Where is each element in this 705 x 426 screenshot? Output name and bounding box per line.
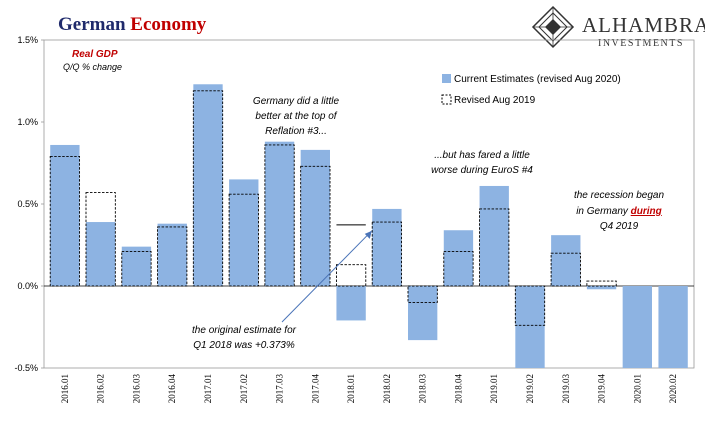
title-part-economy: Economy (130, 14, 207, 35)
bar-revised (264, 144, 295, 287)
x-tick-label: 2017.01 (203, 374, 213, 403)
bar-current (622, 286, 653, 368)
bar-current (372, 208, 402, 286)
bar-current (658, 286, 688, 368)
legend-revised-label: Revised Aug 2019 (454, 95, 536, 106)
bar-revised (550, 252, 581, 287)
legend-current-swatch (442, 74, 451, 83)
plot-area (43, 39, 695, 369)
x-tick-label: 2019.04 (597, 374, 607, 404)
legend-revised-swatch (441, 94, 452, 105)
bar-current (479, 185, 509, 286)
chart-subtitle-line1: Real GDP (72, 49, 118, 60)
annotation-reflation-line2: better at the top of (255, 111, 337, 122)
legend: Current Estimates (revised Aug 2020) Rev… (441, 74, 621, 106)
x-tick-label: 2018.01 (346, 374, 356, 403)
bar-revised (586, 280, 617, 287)
annotation-euros-line2: worse during EuroS #4 (431, 165, 533, 176)
chart-subtitle-line2: Q/Q % change (63, 62, 122, 72)
brand-sub: INVESTMENTS (598, 38, 684, 49)
bar-current (50, 144, 80, 286)
x-tick-label: 2017.02 (239, 374, 249, 403)
annotation-arrowhead-icon (364, 230, 372, 239)
bar-current (586, 286, 617, 290)
legend-current-label: Current Estimates (revised Aug 2020) (454, 74, 621, 85)
x-tick-label: 2020.02 (668, 374, 678, 403)
x-tick-label: 2016.01 (60, 374, 70, 403)
x-tick-label: 2018.02 (382, 374, 392, 403)
x-tick-label: 2016.04 (167, 374, 177, 404)
bar-revised (85, 192, 116, 287)
alhambra-logo: ALHAMBRA INVESTMENTS (531, 5, 705, 49)
x-tick-label: 2018.04 (453, 374, 463, 404)
bar-current (336, 286, 366, 321)
annotation-recession-line1: the recession began (574, 190, 665, 201)
bar-revised (479, 208, 510, 287)
x-tick-label: 2017.04 (310, 374, 320, 404)
bar-current (193, 84, 223, 286)
y-tick-label: 1.0% (17, 117, 38, 127)
bar-revised (121, 251, 152, 287)
bar-revised (514, 285, 546, 326)
bar-revised (300, 165, 331, 287)
y-tick-label: -0.5% (14, 363, 38, 373)
bar-current (300, 149, 331, 286)
logo-emblem-icon (531, 5, 575, 49)
annotation-reflation-line3: Reflation #3... (265, 126, 327, 137)
x-tick-label: 2019.03 (561, 374, 571, 404)
bar-current (121, 246, 152, 286)
bar-current (551, 235, 581, 286)
bar-revised (335, 264, 367, 287)
annotation-original-estimate: the original estimate for Q1 2018 was +0… (192, 325, 297, 351)
bar-current (157, 223, 187, 286)
annotation-recession-line3: Q4 2019 (600, 221, 639, 232)
y-tick-label: 0.5% (17, 199, 38, 209)
bar-revised (371, 221, 403, 287)
y-tick-label: 1.5% (17, 35, 38, 45)
x-tick-label: 2016.03 (131, 374, 141, 404)
bar-current (407, 286, 438, 341)
x-tick-label: 2017.03 (275, 374, 285, 404)
annotation-original-line1: the original estimate for (192, 325, 297, 336)
x-tick-label: 2020.01 (632, 374, 642, 403)
annotation-recession-line2: in Germany during (576, 206, 662, 217)
bar-current (229, 179, 259, 286)
annotation-during: during (631, 206, 662, 217)
y-tick-label: 0.0% (17, 281, 38, 291)
x-tick-label: 2019.02 (525, 374, 535, 403)
bar-revised (407, 285, 438, 303)
bar-revised (443, 251, 474, 287)
annotation-euros-line1: ...but has fared a little (434, 150, 530, 161)
bar-revised (228, 193, 259, 287)
x-tick-label: 2016.02 (96, 374, 106, 403)
bar-revised (49, 155, 81, 287)
x-tick-label: 2018.03 (418, 374, 428, 404)
annotation-reflation: Germany did a little better at the top o… (253, 96, 340, 137)
x-tick-label: 2019.01 (489, 374, 499, 403)
annotation-original-line2: Q1 2018 was +0.373% (193, 340, 295, 351)
bar-current (443, 230, 474, 286)
brand-name: ALHAMBRA (582, 13, 705, 37)
annotation-arrow-line (281, 230, 373, 323)
bar-current (515, 286, 545, 368)
bar-current (264, 141, 295, 286)
annotation-reflation-line1: Germany did a little (253, 96, 340, 107)
title-part-german: German (58, 14, 126, 35)
chart-title: German Economy (58, 14, 207, 35)
annotation-recession: the recession began in Germany during Q4… (574, 190, 665, 232)
bar-current (85, 222, 116, 286)
annotation-euros: ...but has fared a little worse during E… (431, 150, 533, 176)
